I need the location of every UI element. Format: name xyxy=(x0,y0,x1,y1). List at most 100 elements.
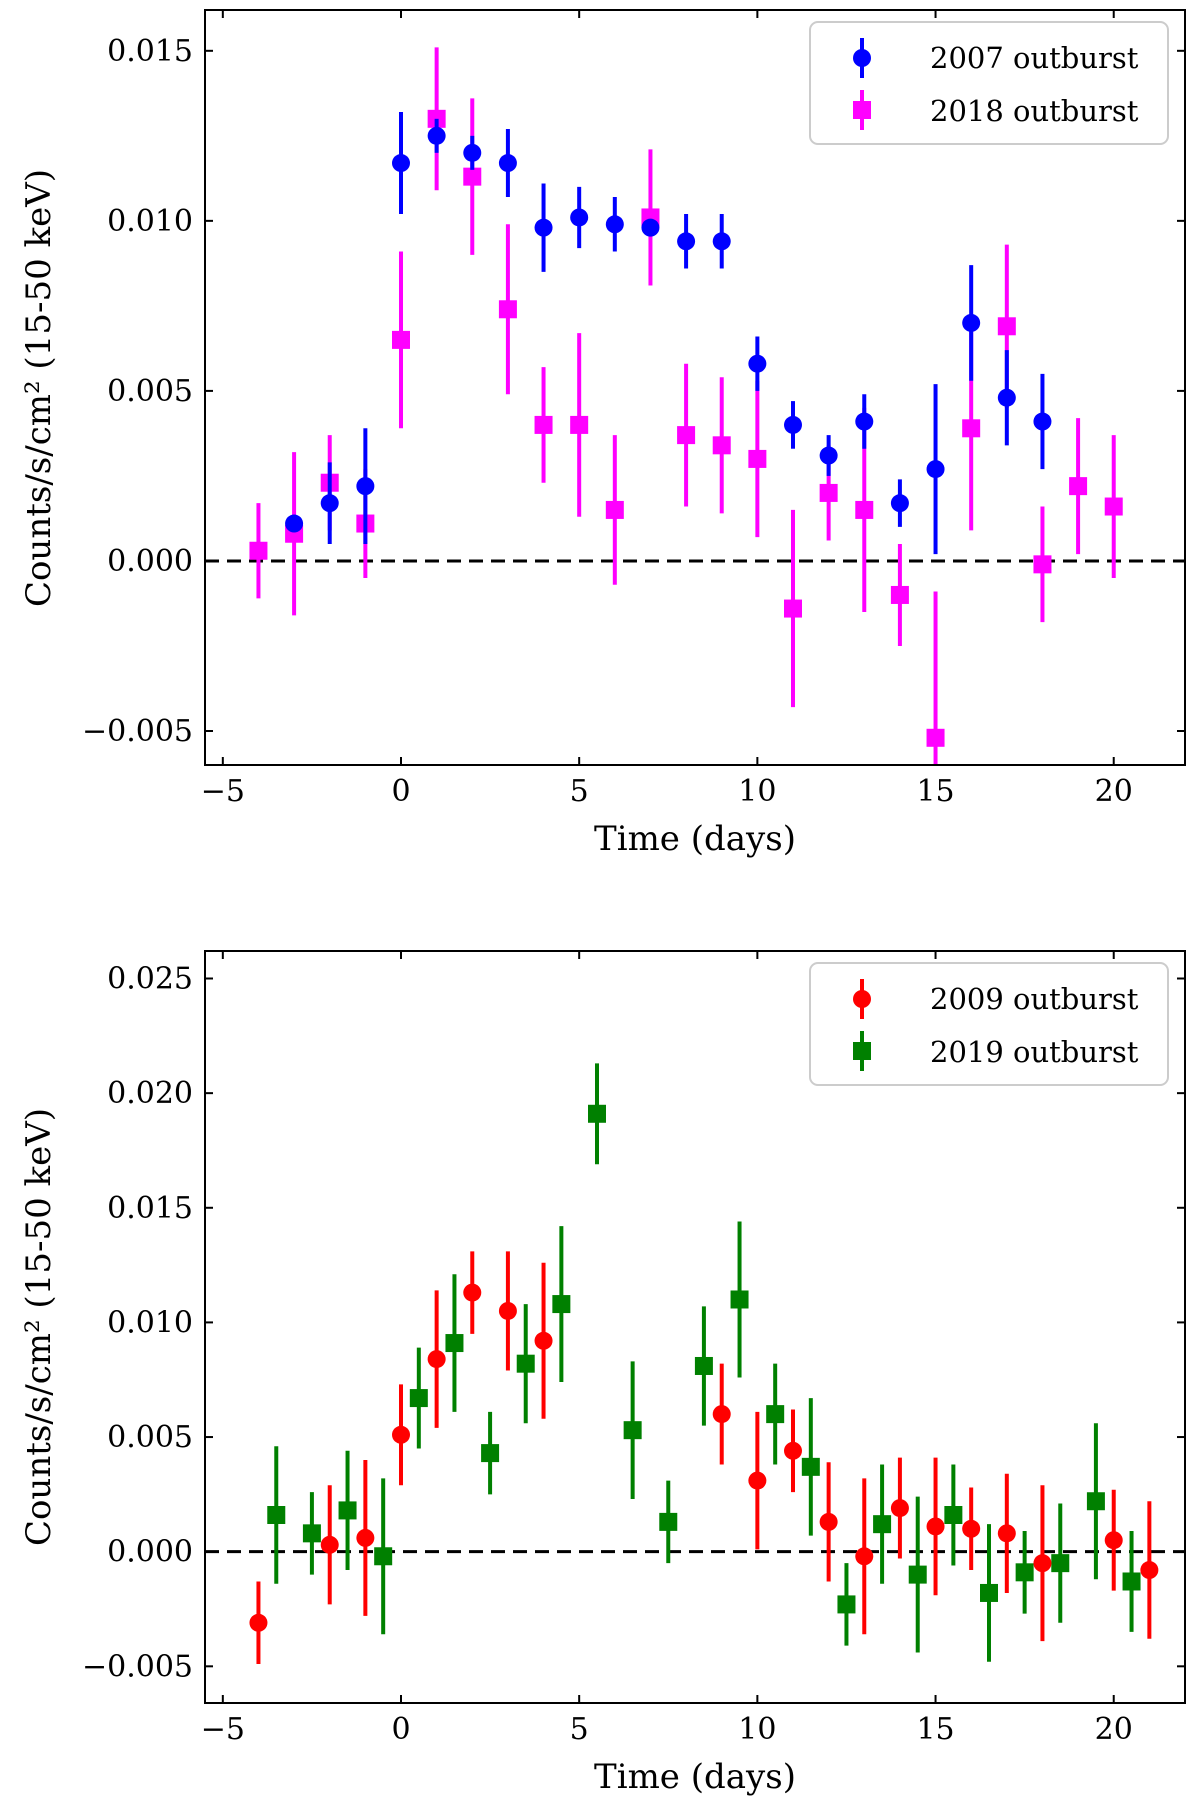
marker-square xyxy=(1051,1554,1070,1573)
marker-square xyxy=(1086,1492,1105,1511)
data-point xyxy=(890,543,909,646)
marker-circle xyxy=(498,154,517,173)
data-point xyxy=(837,1563,856,1646)
data-point xyxy=(285,514,304,533)
top-series-2018 xyxy=(249,47,1123,764)
data-point xyxy=(463,98,482,255)
marker-square xyxy=(819,483,838,502)
marker-square xyxy=(677,426,696,445)
data-point xyxy=(873,1464,892,1584)
marker-square xyxy=(694,1356,713,1375)
data-point xyxy=(516,1304,535,1424)
bottom-yticks: −0.005 0.000 0.005 0.010 0.015 0.020 0.025 xyxy=(82,962,1185,1684)
y-tick-label: 0.005 xyxy=(107,1420,193,1455)
y-tick-label: 0.010 xyxy=(107,204,193,239)
data-point xyxy=(1015,1531,1034,1614)
marker-square xyxy=(623,1421,642,1440)
marker-square xyxy=(890,585,909,604)
marker-square xyxy=(926,728,945,747)
marker-square xyxy=(409,1389,428,1408)
data-point xyxy=(1104,435,1123,578)
bottom-series-2019 xyxy=(267,1063,1141,1662)
data-point xyxy=(980,1524,998,1662)
marker-circle xyxy=(427,1350,446,1369)
bottom-legend-box xyxy=(809,962,1169,1086)
x-tick-label: 15 xyxy=(916,1712,954,1747)
marker-square xyxy=(944,1506,963,1524)
data-point xyxy=(1033,373,1052,470)
y-tick-label: 0.015 xyxy=(107,1191,193,1226)
marker-circle xyxy=(890,1499,909,1518)
data-point xyxy=(498,129,517,198)
data-point xyxy=(570,186,589,249)
x-tick-label: 5 xyxy=(570,774,589,809)
marker-circle xyxy=(890,494,909,513)
y-tick-label: −0.005 xyxy=(82,1649,193,1684)
data-point xyxy=(427,118,446,153)
marker-square xyxy=(962,419,981,438)
marker-circle xyxy=(498,1301,517,1320)
x-tick-label: −5 xyxy=(201,1712,245,1747)
data-point xyxy=(748,1411,767,1550)
marker-square xyxy=(588,1104,606,1123)
data-point xyxy=(605,197,624,252)
data-point xyxy=(926,591,945,764)
y-tick-label: 0.015 xyxy=(107,34,193,69)
data-point xyxy=(427,1290,446,1428)
data-point xyxy=(641,149,660,286)
marker-square xyxy=(1069,477,1088,496)
marker-square xyxy=(249,541,268,560)
marker-circle xyxy=(677,232,696,251)
data-point xyxy=(997,350,1016,446)
top-xticks: −5 0 5 10 15 20 xyxy=(201,10,1133,809)
marker-square xyxy=(392,330,410,349)
marker-circle xyxy=(926,460,945,479)
data-point xyxy=(890,479,909,527)
data-point xyxy=(392,112,410,215)
marker-circle xyxy=(855,1547,874,1566)
marker-square xyxy=(481,1444,500,1463)
marker-square xyxy=(980,1583,998,1602)
marker-circle xyxy=(962,313,981,332)
data-point xyxy=(944,1464,963,1566)
marker-square xyxy=(784,599,802,618)
top-legend-marker-2018 xyxy=(853,90,871,130)
bottom-x-axis-label: Time (days) xyxy=(594,1757,796,1797)
data-point xyxy=(552,1226,571,1383)
data-point xyxy=(267,1446,286,1584)
marker-circle xyxy=(784,415,802,434)
data-point xyxy=(997,1473,1016,1593)
marker-square xyxy=(374,1547,393,1566)
marker-circle xyxy=(463,1283,482,1302)
marker-circle xyxy=(249,1613,268,1632)
x-tick-label: 10 xyxy=(738,1712,776,1747)
data-point xyxy=(801,1398,820,1536)
x-tick-label: 15 xyxy=(916,774,954,809)
marker-circle xyxy=(356,477,375,496)
data-point xyxy=(320,1485,339,1605)
data-point xyxy=(890,1457,909,1559)
top-yticks: −0.005 0.000 0.005 0.010 0.015 xyxy=(82,34,1185,749)
marker-square xyxy=(516,1354,535,1373)
x-tick-label: 10 xyxy=(738,774,776,809)
marker-circle xyxy=(356,1528,375,1547)
marker-square xyxy=(730,1290,749,1309)
marker-circle xyxy=(748,354,767,373)
marker-circle xyxy=(392,1425,410,1444)
data-point xyxy=(302,1492,321,1575)
marker-circle xyxy=(712,232,731,251)
bottom-legend-label-2009: 2009 outburst xyxy=(930,982,1139,1016)
marker-square xyxy=(1015,1563,1034,1582)
y-tick-label: 0.005 xyxy=(107,374,193,409)
marker-square xyxy=(605,500,624,519)
marker-square xyxy=(1122,1572,1141,1591)
marker-square xyxy=(534,415,553,434)
marker-square xyxy=(908,1565,927,1584)
marker-circle xyxy=(712,1405,731,1424)
data-point xyxy=(1033,506,1052,623)
data-point xyxy=(445,1274,464,1412)
data-point xyxy=(356,1459,375,1616)
marker-square xyxy=(267,1506,286,1524)
marker-square xyxy=(837,1595,856,1614)
marker-square xyxy=(873,1515,892,1534)
